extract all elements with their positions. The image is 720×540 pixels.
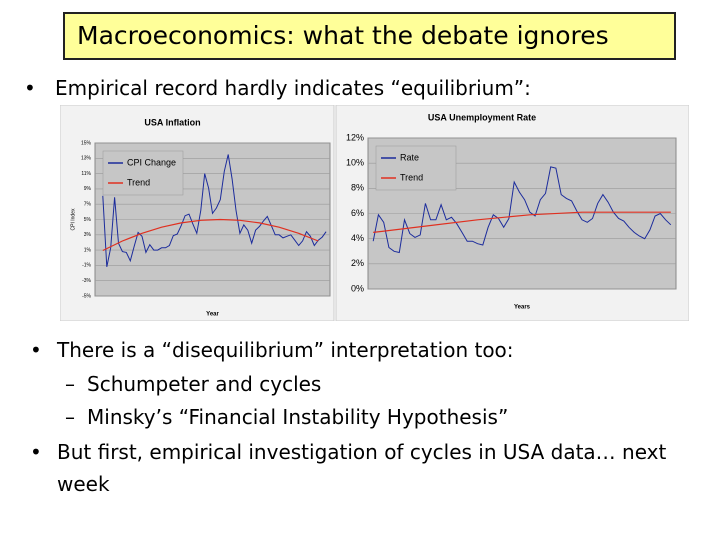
bullet: But first, empirical investigation of cy… [57, 440, 667, 496]
legend-label: CPI Change [127, 157, 176, 167]
legend-label: Trend [400, 172, 423, 182]
y-tick-label: 1% [84, 247, 92, 253]
y-tick-label: 9% [84, 186, 92, 192]
sub-bullet-marker: – [65, 372, 75, 396]
y-tick-label: 12% [346, 132, 364, 142]
y-tick-label: 8% [351, 183, 364, 193]
chart-title: USA Unemployment Rate [428, 112, 536, 122]
bullet-marker: • [30, 440, 42, 464]
y-tick-label: 7% [84, 202, 92, 208]
legend-label: Rate [400, 152, 419, 162]
bullet-marker: • [24, 76, 36, 100]
series-line [372, 166, 672, 254]
y-tick-label: 11% [81, 171, 91, 177]
y-tick-label: 2% [351, 258, 364, 268]
y-tick-label: 10% [346, 158, 364, 168]
legend-box [102, 150, 184, 196]
sub-bullet: Schumpeter and cycles [87, 372, 322, 396]
x-axis-label: Year [206, 312, 219, 318]
bullet: There is a “disequilibrium” interpretati… [57, 338, 514, 362]
y-tick-label: 0% [351, 283, 364, 293]
y-axis-label: CPI Index [70, 208, 76, 230]
y-tick-label: 4% [351, 233, 364, 243]
chart-title: USA Inflation [144, 117, 200, 127]
legend-label: Trend [127, 177, 150, 187]
y-tick-label: 6% [351, 208, 364, 218]
y-tick-label: -1% [82, 263, 91, 269]
y-tick-label: 13% [81, 156, 92, 162]
charts: USA Inflation 15% 13% 11% 9% 7% 5% 3% 1% -1% -3% -5… [60, 105, 689, 321]
bullet-marker: • [30, 338, 42, 362]
y-tick-label: 3% [84, 232, 92, 238]
bullet: Empirical record hardly indicates “equil… [55, 76, 531, 100]
series-line [102, 218, 319, 252]
y-tick-label: 15% [81, 140, 92, 146]
series-line [373, 211, 671, 233]
legend-box [375, 145, 457, 191]
y-tick-label: -3% [82, 278, 91, 284]
y-tick-label: -5% [82, 293, 91, 299]
x-axis-label: Years [514, 305, 531, 311]
sub-bullet: Minsky’s “Financial Instability Hypothes… [87, 405, 509, 429]
sub-bullet-marker: – [65, 405, 75, 429]
slide-title: Macroeconomics: what the debate ignores [63, 12, 676, 60]
y-tick-label: 5% [84, 217, 92, 223]
